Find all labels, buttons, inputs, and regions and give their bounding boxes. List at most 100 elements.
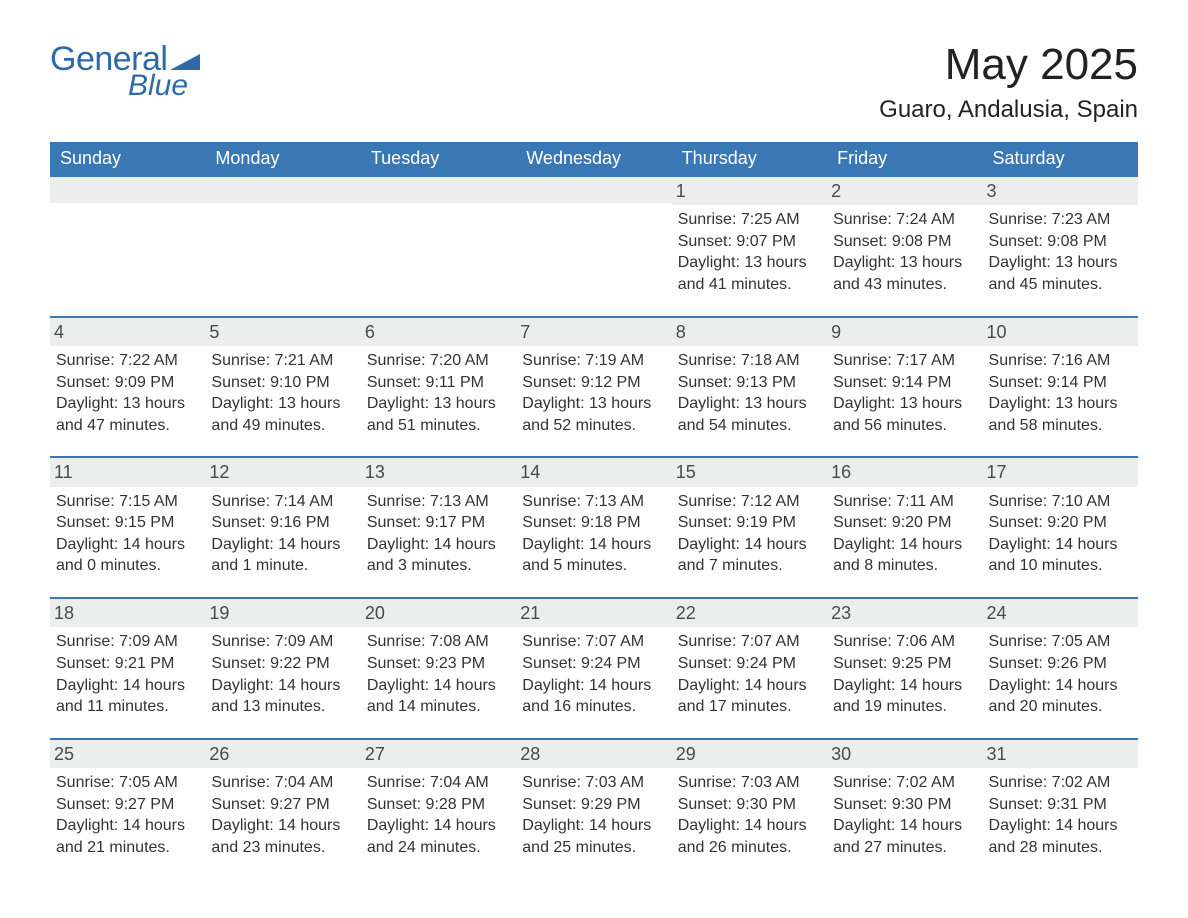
dl2-text: and 24 minutes.: [367, 837, 508, 859]
sunset-text: Sunset: 9:10 PM: [211, 372, 352, 394]
day-number: 9: [827, 318, 982, 346]
sunrise-text: Sunrise: 7:03 AM: [678, 772, 819, 794]
calendar-week-row: 1Sunrise: 7:25 AMSunset: 9:07 PMDaylight…: [50, 176, 1138, 317]
dl2-text: and 25 minutes.: [522, 837, 663, 859]
calendar-day-cell: 31Sunrise: 7:02 AMSunset: 9:31 PMDayligh…: [983, 739, 1138, 879]
calendar-day-cell: 11Sunrise: 7:15 AMSunset: 9:15 PMDayligh…: [50, 457, 205, 598]
calendar-day-cell: 21Sunrise: 7:07 AMSunset: 9:24 PMDayligh…: [516, 598, 671, 739]
sunrise-text: Sunrise: 7:08 AM: [367, 631, 508, 653]
day-number: 6: [361, 318, 516, 346]
sunset-text: Sunset: 9:12 PM: [522, 372, 663, 394]
day-number: 12: [205, 458, 360, 486]
sunset-text: Sunset: 9:14 PM: [833, 372, 974, 394]
day-number: 2: [827, 177, 982, 205]
dl2-text: and 17 minutes.: [678, 696, 819, 718]
dl2-text: and 10 minutes.: [989, 555, 1130, 577]
dl2-text: and 13 minutes.: [211, 696, 352, 718]
calendar-day-cell: 5Sunrise: 7:21 AMSunset: 9:10 PMDaylight…: [205, 317, 360, 458]
dl1-text: Daylight: 13 hours: [833, 393, 974, 415]
day-number: 15: [672, 458, 827, 486]
sunrise-text: Sunrise: 7:22 AM: [56, 350, 197, 372]
calendar-day-cell: 10Sunrise: 7:16 AMSunset: 9:14 PMDayligh…: [983, 317, 1138, 458]
day-number: 23: [827, 599, 982, 627]
sunset-text: Sunset: 9:09 PM: [56, 372, 197, 394]
dl2-text: and 43 minutes.: [833, 274, 974, 296]
sunrise-text: Sunrise: 7:04 AM: [367, 772, 508, 794]
sunset-text: Sunset: 9:21 PM: [56, 653, 197, 675]
calendar-table: Sunday Monday Tuesday Wednesday Thursday…: [50, 142, 1138, 878]
dl1-text: Daylight: 14 hours: [833, 675, 974, 697]
sunrise-text: Sunrise: 7:18 AM: [678, 350, 819, 372]
day-number: 10: [983, 318, 1138, 346]
dl1-text: Daylight: 14 hours: [678, 815, 819, 837]
day-number: 8: [672, 318, 827, 346]
dl2-text: and 21 minutes.: [56, 837, 197, 859]
dl1-text: Daylight: 13 hours: [56, 393, 197, 415]
page-subtitle: Guaro, Andalusia, Spain: [879, 96, 1138, 124]
dl2-text: and 41 minutes.: [678, 274, 819, 296]
sunrise-text: Sunrise: 7:02 AM: [833, 772, 974, 794]
sunrise-text: Sunrise: 7:13 AM: [367, 491, 508, 513]
calendar-day-cell: 23Sunrise: 7:06 AMSunset: 9:25 PMDayligh…: [827, 598, 982, 739]
dl2-text: and 56 minutes.: [833, 415, 974, 437]
sunrise-text: Sunrise: 7:04 AM: [211, 772, 352, 794]
sunrise-text: Sunrise: 7:17 AM: [833, 350, 974, 372]
sunrise-text: Sunrise: 7:12 AM: [678, 491, 819, 513]
day-number: 11: [50, 458, 205, 486]
dl2-text: and 51 minutes.: [367, 415, 508, 437]
dl1-text: Daylight: 13 hours: [367, 393, 508, 415]
calendar-day-cell: [361, 176, 516, 317]
sunrise-text: Sunrise: 7:14 AM: [211, 491, 352, 513]
dl1-text: Daylight: 14 hours: [678, 675, 819, 697]
sunset-text: Sunset: 9:30 PM: [678, 794, 819, 816]
sunset-text: Sunset: 9:18 PM: [522, 512, 663, 534]
dl2-text: and 26 minutes.: [678, 837, 819, 859]
weekday-header: Thursday: [672, 142, 827, 176]
day-number: 30: [827, 740, 982, 768]
sunset-text: Sunset: 9:23 PM: [367, 653, 508, 675]
day-number: 17: [983, 458, 1138, 486]
day-number: 29: [672, 740, 827, 768]
dl2-text: and 58 minutes.: [989, 415, 1130, 437]
day-number: 31: [983, 740, 1138, 768]
calendar-day-cell: 12Sunrise: 7:14 AMSunset: 9:16 PMDayligh…: [205, 457, 360, 598]
dl2-text: and 5 minutes.: [522, 555, 663, 577]
calendar-day-cell: 4Sunrise: 7:22 AMSunset: 9:09 PMDaylight…: [50, 317, 205, 458]
calendar-day-cell: 14Sunrise: 7:13 AMSunset: 9:18 PMDayligh…: [516, 457, 671, 598]
calendar-day-cell: 24Sunrise: 7:05 AMSunset: 9:26 PMDayligh…: [983, 598, 1138, 739]
sunrise-text: Sunrise: 7:10 AM: [989, 491, 1130, 513]
dl1-text: Daylight: 14 hours: [678, 534, 819, 556]
sunset-text: Sunset: 9:08 PM: [833, 231, 974, 253]
weekday-header-row: Sunday Monday Tuesday Wednesday Thursday…: [50, 142, 1138, 176]
sunset-text: Sunset: 9:15 PM: [56, 512, 197, 534]
weekday-header: Friday: [827, 142, 982, 176]
sunset-text: Sunset: 9:29 PM: [522, 794, 663, 816]
calendar-day-cell: [205, 176, 360, 317]
calendar-day-cell: 16Sunrise: 7:11 AMSunset: 9:20 PMDayligh…: [827, 457, 982, 598]
sunset-text: Sunset: 9:07 PM: [678, 231, 819, 253]
dl1-text: Daylight: 13 hours: [211, 393, 352, 415]
weekday-header: Tuesday: [361, 142, 516, 176]
dl1-text: Daylight: 13 hours: [989, 393, 1130, 415]
day-number: 16: [827, 458, 982, 486]
sunrise-text: Sunrise: 7:25 AM: [678, 209, 819, 231]
dl1-text: Daylight: 13 hours: [989, 252, 1130, 274]
day-number: 14: [516, 458, 671, 486]
dl2-text: and 49 minutes.: [211, 415, 352, 437]
page-title: May 2025: [879, 40, 1138, 90]
calendar-day-cell: [50, 176, 205, 317]
dl1-text: Daylight: 14 hours: [522, 815, 663, 837]
calendar-day-cell: 17Sunrise: 7:10 AMSunset: 9:20 PMDayligh…: [983, 457, 1138, 598]
dl2-text: and 47 minutes.: [56, 415, 197, 437]
calendar-day-cell: 3Sunrise: 7:23 AMSunset: 9:08 PMDaylight…: [983, 176, 1138, 317]
calendar-day-cell: 27Sunrise: 7:04 AMSunset: 9:28 PMDayligh…: [361, 739, 516, 879]
sunset-text: Sunset: 9:27 PM: [56, 794, 197, 816]
sunset-text: Sunset: 9:28 PM: [367, 794, 508, 816]
dl1-text: Daylight: 14 hours: [522, 675, 663, 697]
dl1-text: Daylight: 14 hours: [833, 534, 974, 556]
calendar-day-cell: 2Sunrise: 7:24 AMSunset: 9:08 PMDaylight…: [827, 176, 982, 317]
dl2-text: and 7 minutes.: [678, 555, 819, 577]
dl1-text: Daylight: 13 hours: [678, 393, 819, 415]
calendar-week-row: 18Sunrise: 7:09 AMSunset: 9:21 PMDayligh…: [50, 598, 1138, 739]
dl1-text: Daylight: 13 hours: [522, 393, 663, 415]
